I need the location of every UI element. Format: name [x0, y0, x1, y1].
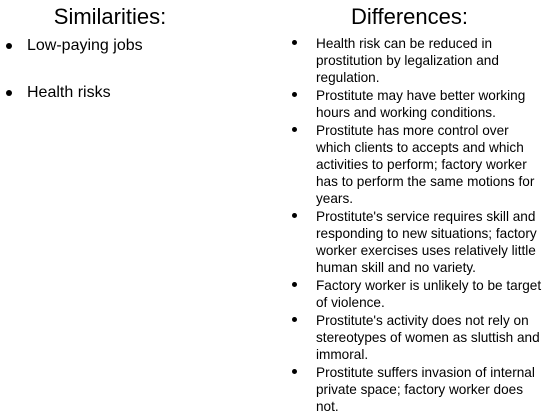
bullet-item: Prostitute suffers invasion of internal … [282, 364, 542, 415]
bullet-item: Prostitute has more control over which c… [282, 122, 542, 207]
bullet-item: Health risk can be reduced in prostituti… [282, 35, 542, 86]
bullet-item: Low-paying jobs [0, 36, 240, 56]
bullet-list: Health risk can be reduced in prostituti… [282, 35, 550, 415]
bullet-item: Prostitute's activity does not rely on s… [282, 312, 542, 363]
similarities-column: Similarities: Low-paying jobs Health risk… [0, 0, 240, 130]
bullet-item: Health risks [0, 83, 240, 103]
bullet-item: Prostitute may have better working hours… [282, 87, 542, 121]
bullet-item: Factory worker is unlikely to be target … [282, 277, 542, 311]
bullet-list: Low-paying jobs Health risks [0, 36, 240, 103]
column-heading: Similarities: [53, 4, 167, 29]
differences-column: Differences: Health risk can be reduced … [282, 0, 550, 416]
column-heading: Differences: [351, 4, 468, 29]
bullet-item: Prostitute's service requires skill and … [282, 208, 542, 276]
